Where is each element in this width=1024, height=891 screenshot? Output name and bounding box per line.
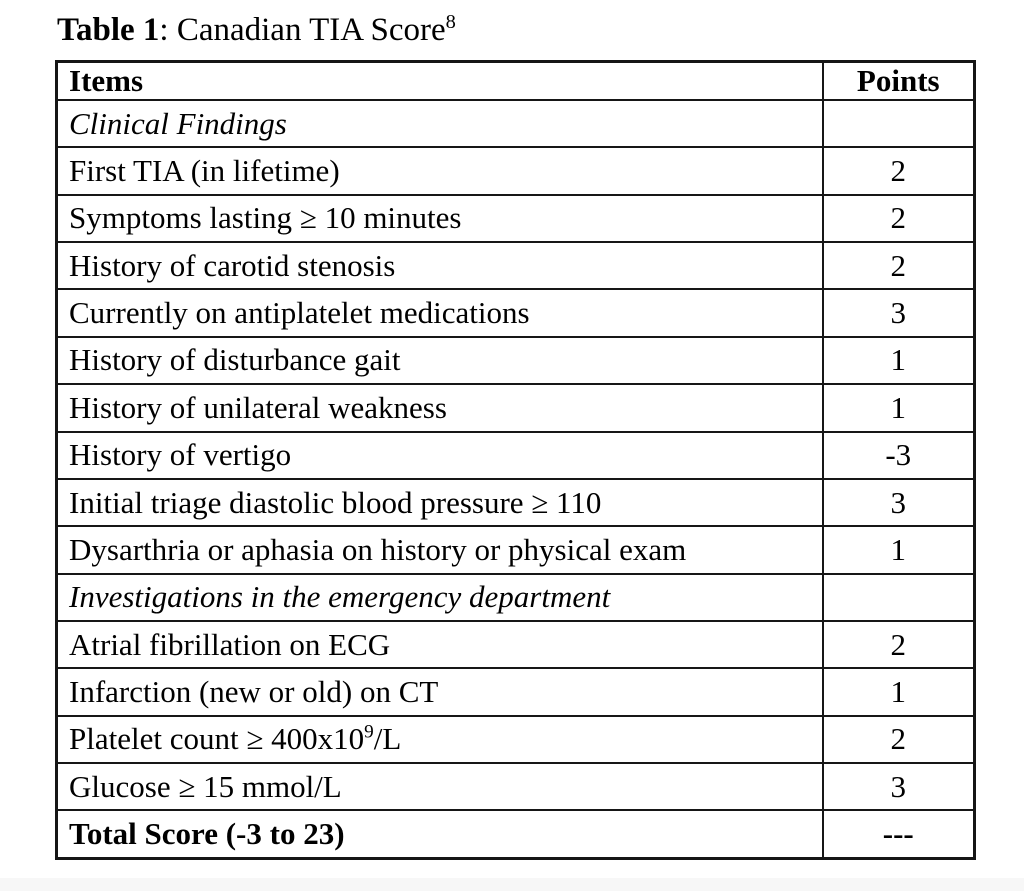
table-caption-number: Table 1 bbox=[57, 12, 160, 48]
table-row: Clinical Findings bbox=[55, 98, 976, 149]
points-cell: 3 bbox=[821, 762, 976, 812]
points-cell: -3 bbox=[821, 430, 976, 480]
table-row: History of carotid stenosis 2 bbox=[55, 241, 976, 291]
points-cell: 1 bbox=[821, 525, 976, 575]
page-edge-strip bbox=[0, 878, 1024, 891]
item-cell: Symptoms lasting ≥ 10 minutes bbox=[55, 193, 824, 244]
table-row: Infarction (new or old) on CT 1 bbox=[55, 667, 976, 717]
points-cell: 2 bbox=[821, 619, 976, 670]
points-cell: 1 bbox=[821, 335, 976, 386]
item-cell: Total Score (-3 to 23) bbox=[55, 809, 824, 860]
table-row: Investigations in the emergency departme… bbox=[55, 572, 976, 622]
table-row: History of unilateral weakness 1 bbox=[55, 383, 976, 433]
item-cell: First TIA (in lifetime) bbox=[55, 146, 824, 196]
item-cell: Glucose ≥ 15 mmol/L bbox=[55, 762, 824, 812]
item-cell: Investigations in the emergency departme… bbox=[55, 572, 824, 622]
points-cell: 2 bbox=[821, 146, 976, 196]
header-row: Items Points bbox=[55, 60, 976, 101]
table-row: Symptoms lasting ≥ 10 minutes 2 bbox=[55, 193, 976, 244]
item-cell: Currently on antiplatelet medications bbox=[55, 288, 824, 338]
table-row: History of vertigo -3 bbox=[55, 430, 976, 480]
item-cell: Initial triage diastolic blood pressure … bbox=[55, 477, 824, 528]
points-column-header: Points bbox=[821, 60, 976, 101]
items-column-header: Items bbox=[55, 60, 824, 101]
points-cell: 2 bbox=[821, 193, 976, 244]
item-cell: History of carotid stenosis bbox=[55, 241, 824, 291]
points-cell bbox=[821, 98, 976, 149]
points-cell: 1 bbox=[821, 667, 976, 717]
table-row: Currently on antiplatelet medications 3 bbox=[55, 288, 976, 338]
item-cell: Infarction (new or old) on CT bbox=[55, 667, 824, 717]
table-row: First TIA (in lifetime) 2 bbox=[55, 146, 976, 196]
item-cell: History of disturbance gait bbox=[55, 335, 824, 386]
table-row: History of disturbance gait 1 bbox=[55, 335, 976, 386]
item-cell: Dysarthria or aphasia on history or phys… bbox=[55, 525, 824, 575]
table-row: Atrial fibrillation on ECG 2 bbox=[55, 619, 976, 670]
points-cell: 3 bbox=[821, 477, 976, 528]
points-cell: 1 bbox=[821, 383, 976, 433]
table-caption-text: : Canadian TIA Score bbox=[159, 12, 446, 48]
points-cell: 2 bbox=[821, 714, 976, 765]
points-cell bbox=[821, 572, 976, 622]
canadian-tia-score-table: Items Points Clinical Findings First TIA… bbox=[55, 60, 976, 860]
table-row: Total Score (-3 to 23) --- bbox=[55, 809, 976, 860]
table-row: Glucose ≥ 15 mmol/L 3 bbox=[55, 762, 976, 812]
table-caption-reference: 8 bbox=[445, 11, 456, 33]
item-cell: History of vertigo bbox=[55, 430, 824, 480]
item-cell: Platelet count ≥ 400x109/L bbox=[55, 714, 824, 765]
item-cell: Clinical Findings bbox=[55, 98, 824, 149]
table-caption: Table 1: Canadian TIA Score8 bbox=[57, 6, 456, 54]
table-row: Platelet count ≥ 400x109/L 2 bbox=[55, 714, 976, 765]
points-cell: 3 bbox=[821, 288, 976, 338]
points-cell: --- bbox=[821, 809, 976, 860]
points-cell: 2 bbox=[821, 241, 976, 291]
item-cell: History of unilateral weakness bbox=[55, 383, 824, 433]
table-row: Dysarthria or aphasia on history or phys… bbox=[55, 525, 976, 575]
item-cell: Atrial fibrillation on ECG bbox=[55, 619, 824, 670]
table-row: Initial triage diastolic blood pressure … bbox=[55, 477, 976, 528]
